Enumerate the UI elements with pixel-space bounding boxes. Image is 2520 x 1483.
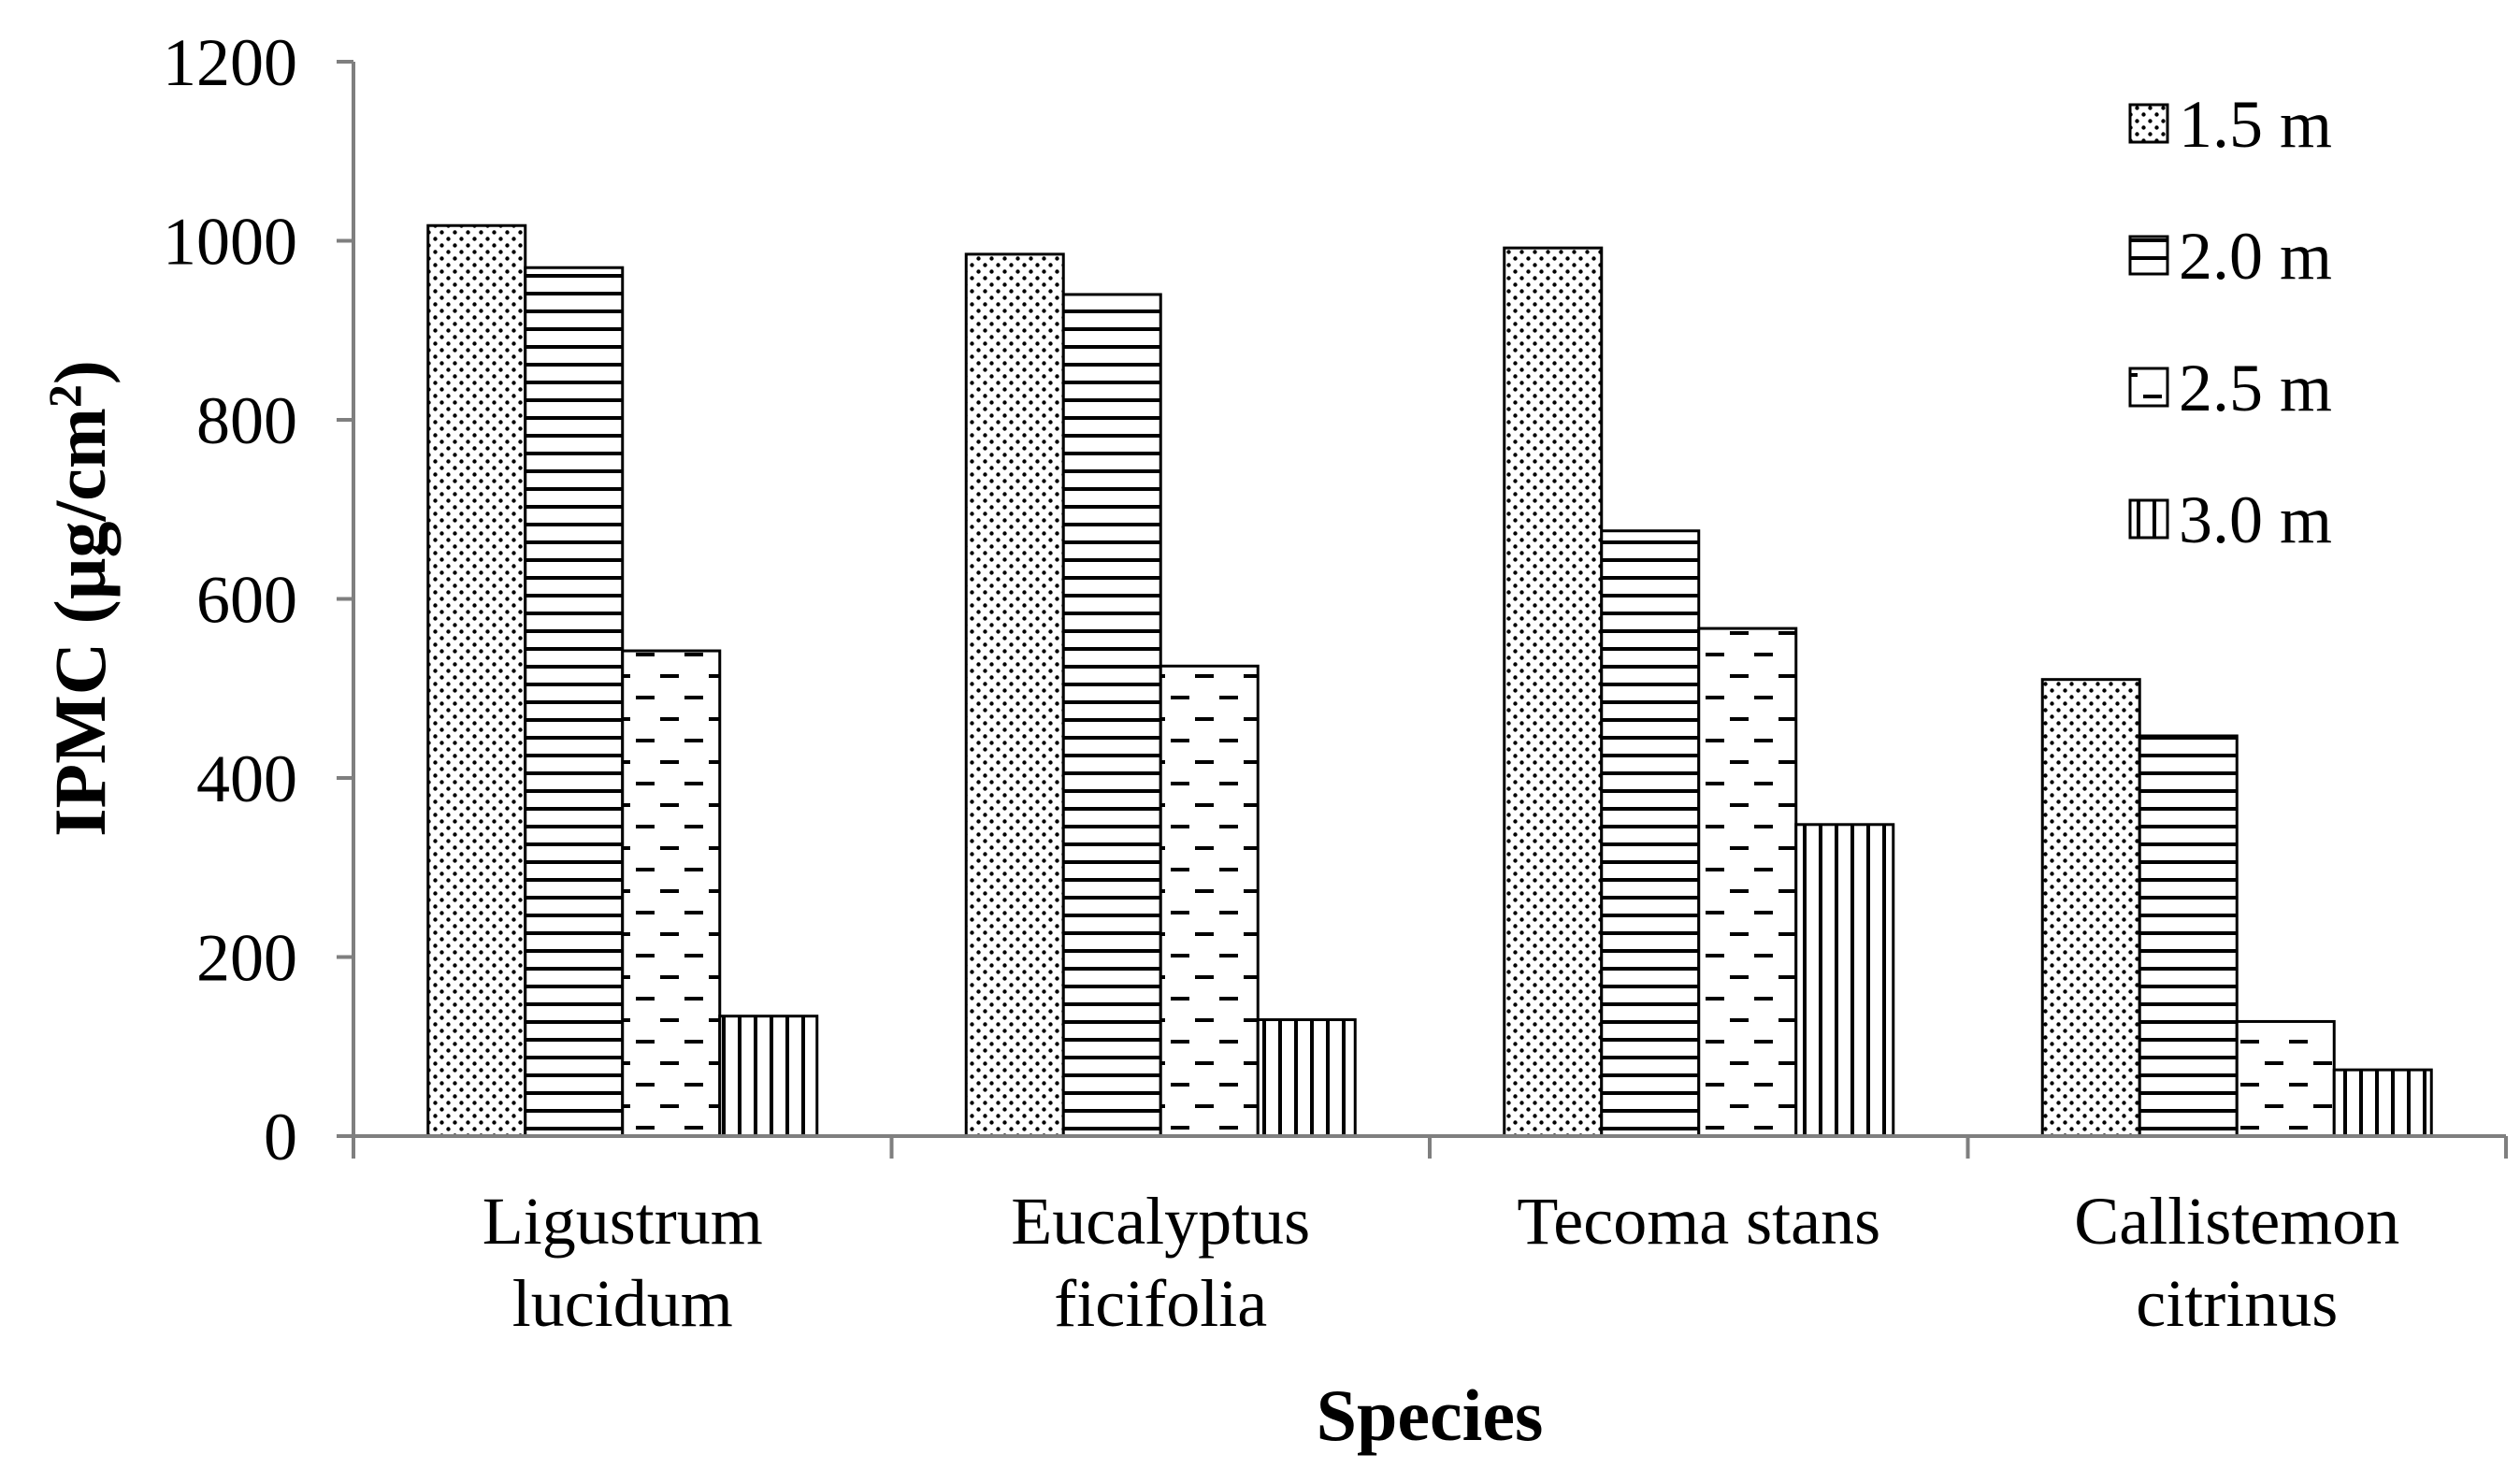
legend-item-2-0-m: 2.0 m [2128, 219, 2332, 294]
x-axis-title: Species [1317, 1375, 1544, 1456]
category-label-eucalyptus-ficifolia: Eucalyptus ficifolia [1011, 1184, 1310, 1341]
category-label-line: ficifolia [1054, 1266, 1267, 1341]
bar-2-0-m-eucalyptus-ficifolia [1061, 293, 1162, 1138]
category-label-line: Tecoma stans [1517, 1184, 1880, 1259]
y-axis-ticks: 0 200 400 600 800 1000 1200 [163, 25, 353, 1174]
y-axis-title: IPMC (µg/cm2) [38, 360, 121, 837]
legend-label: 2.0 m [2179, 219, 2332, 294]
bar-2-0-m-tecoma-stans [1600, 529, 1701, 1138]
bar-3-0-m-callistemon-citrinus [2332, 1068, 2433, 1138]
legend-label: 1.5 m [2179, 87, 2332, 162]
category-label-ligustrum-lucidum: Ligustrum lucidum [482, 1184, 763, 1341]
bar-1-5-m-tecoma-stans [1503, 246, 1604, 1138]
bar-3-0-m-tecoma-stans [1794, 823, 1895, 1138]
bar-1-5-m-ligustrum-lucidum [426, 223, 527, 1138]
bar-2-0-m-ligustrum-lucidum [524, 266, 625, 1138]
y-axis-title-close: ) [39, 360, 121, 384]
y-tick-label: 600 [196, 563, 297, 638]
category-label-line: lucidum [512, 1266, 733, 1341]
y-tick-label: 1000 [163, 205, 297, 280]
bar-1-5-m-eucalyptus-ficifolia [964, 252, 1065, 1138]
y-tick-label: 200 [196, 921, 297, 996]
category-label-line: Ligustrum [482, 1184, 763, 1259]
category-label-line: citrinus [2136, 1266, 2338, 1341]
y-tick-label: 1200 [163, 25, 297, 100]
category-labels: Ligustrum lucidum Eucalyptus ficifolia Tecom… [482, 1184, 2399, 1341]
bars-layer [426, 223, 2433, 1138]
x-axis-ticks [352, 1136, 2508, 1159]
y-tick-label: 400 [196, 742, 297, 816]
bar-2-5-m-eucalyptus-ficifolia [1159, 664, 1260, 1138]
legend-item-1-5-m: 1.5 m [2128, 87, 2332, 162]
y-axis-title-main: IPMC (µg/cm [39, 408, 121, 837]
legend-label: 3.0 m [2179, 482, 2332, 557]
legend: 1.5 m 2.0 m 2.5 m 3.0 m [2128, 87, 2332, 557]
bar-2-5-m-ligustrum-lucidum [621, 649, 722, 1138]
category-label-tecoma-stans: Tecoma stans [1517, 1184, 1880, 1259]
legend-swatch [2128, 235, 2169, 276]
bar-2-5-m-tecoma-stans [1697, 626, 1798, 1138]
legend-swatch [2128, 367, 2169, 408]
bar-3-0-m-eucalyptus-ficifolia [1256, 1018, 1357, 1138]
bar-2-5-m-callistemon-citrinus [2235, 1019, 2336, 1138]
y-tick-label: 800 [196, 383, 297, 458]
category-label-line: Eucalyptus [1011, 1184, 1310, 1259]
bar-2-0-m-callistemon-citrinus [2138, 734, 2239, 1138]
legend-item-2-5-m: 2.5 m [2128, 351, 2332, 425]
legend-swatch [2128, 498, 2169, 540]
y-axis-title-superscript: 2 [38, 384, 91, 408]
category-label-line: Callistemon [2074, 1184, 2399, 1259]
legend-label: 2.5 m [2179, 351, 2332, 425]
bar-1-5-m-callistemon-citrinus [2040, 678, 2141, 1138]
legend-swatch [2128, 103, 2169, 144]
category-label-callistemon-citrinus: Callistemon citrinus [2074, 1184, 2399, 1341]
bar-3-0-m-ligustrum-lucidum [718, 1015, 819, 1138]
legend-item-3-0-m: 3.0 m [2128, 482, 2332, 557]
y-tick-label: 0 [264, 1100, 297, 1174]
